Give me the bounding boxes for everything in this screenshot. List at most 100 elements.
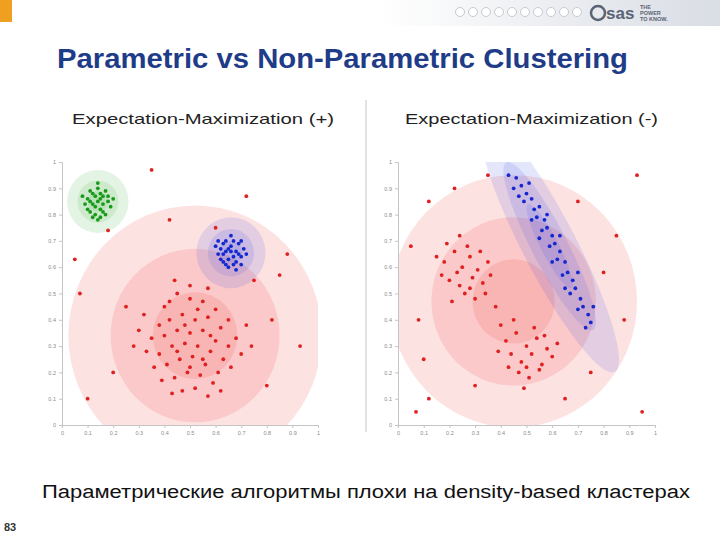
point [473, 297, 477, 301]
point [101, 210, 105, 214]
point [239, 352, 243, 356]
point [188, 284, 192, 288]
point [584, 326, 588, 330]
point [298, 344, 302, 348]
y-tick-label: 0.7 [384, 238, 392, 244]
page-number: 83 [4, 521, 16, 533]
decor-dot [560, 8, 569, 17]
point [483, 292, 487, 296]
point [448, 278, 452, 282]
decor-dot [521, 8, 530, 17]
point [563, 286, 567, 290]
point [558, 234, 562, 238]
y-tick-label: 1 [53, 159, 56, 165]
point [242, 247, 246, 251]
point [543, 218, 547, 222]
x-tick: 0.4 [497, 425, 505, 436]
point [206, 286, 210, 290]
x-tick-label: 0.5 [523, 430, 531, 436]
component-ellipse [196, 217, 265, 288]
component-ellipse [219, 241, 242, 265]
point [111, 371, 115, 375]
y-tick-label: 0.2 [384, 370, 392, 376]
component-ellipse [88, 191, 108, 212]
x-axis: 00.10.20.30.40.50.60.70.80.91 [397, 425, 657, 436]
point [530, 197, 534, 201]
point [175, 292, 179, 296]
point [214, 339, 218, 343]
x-tick-label: 0 [397, 430, 400, 436]
y-tick-label: 0 [53, 422, 56, 428]
x-tick-label: 0.7 [238, 430, 246, 436]
point [216, 252, 220, 256]
plot-area [398, 162, 644, 425]
point [440, 273, 444, 277]
point-series [81, 181, 116, 222]
point [458, 284, 462, 288]
point [563, 397, 567, 401]
point [445, 242, 449, 246]
x-tick-label: 0.7 [575, 430, 583, 436]
point [137, 328, 141, 332]
point [201, 357, 205, 361]
x-tick-label: 0.4 [497, 430, 505, 436]
x-tick: 0.1 [84, 425, 92, 436]
point [88, 189, 92, 193]
chart: Expectation-Maximization (-)00.10.20.30.… [384, 108, 658, 436]
point [543, 334, 547, 338]
logo: sasTHEPOWERTO KNOW. [591, 4, 668, 23]
point [99, 192, 103, 196]
y-tick-mark [59, 399, 62, 400]
point [458, 234, 462, 238]
point [150, 336, 154, 340]
point [180, 313, 184, 317]
point [252, 278, 256, 282]
point [221, 252, 225, 256]
point [81, 194, 85, 198]
x-tick: 0.8 [600, 425, 608, 436]
decor-dot [495, 8, 504, 17]
point [535, 215, 539, 219]
chart-title: Expectation-Maximization (+) [72, 110, 334, 127]
point [589, 371, 593, 375]
x-tick-label: 0.8 [263, 430, 271, 436]
point [545, 347, 549, 351]
x-tick-label: 0 [61, 430, 64, 436]
point [221, 357, 225, 361]
point [124, 305, 128, 309]
x-tick-label: 0.3 [135, 430, 143, 436]
y-axis-line [395, 163, 399, 426]
point [504, 339, 508, 343]
point [219, 257, 223, 261]
point [203, 363, 207, 367]
point [550, 234, 554, 238]
point [206, 394, 210, 398]
point [537, 205, 541, 209]
component-ellipse [520, 200, 579, 292]
decor-dot [469, 8, 478, 17]
point [227, 247, 231, 251]
x-tick-label: 0.8 [600, 430, 608, 436]
point [285, 252, 289, 256]
point [196, 344, 200, 348]
point [93, 194, 97, 198]
point [561, 273, 565, 277]
y-tick: 0.7 [384, 238, 398, 244]
y-tick-label: 0 [389, 422, 392, 428]
point [168, 318, 172, 322]
point [535, 336, 539, 340]
point [414, 410, 418, 414]
logo-tagline: TO KNOW. [640, 16, 668, 22]
y-tick-label: 0.6 [384, 264, 392, 270]
point [519, 184, 523, 188]
point [494, 305, 498, 309]
y-tick-mark [59, 294, 62, 295]
point [525, 344, 529, 348]
point [417, 318, 421, 322]
y-tick: 0.6 [48, 264, 62, 270]
x-tick: 0.7 [575, 425, 583, 436]
x-tick: 0.5 [523, 425, 531, 436]
x-tick: 0.2 [110, 425, 118, 436]
point [548, 244, 552, 248]
y-axis-line [59, 163, 63, 426]
